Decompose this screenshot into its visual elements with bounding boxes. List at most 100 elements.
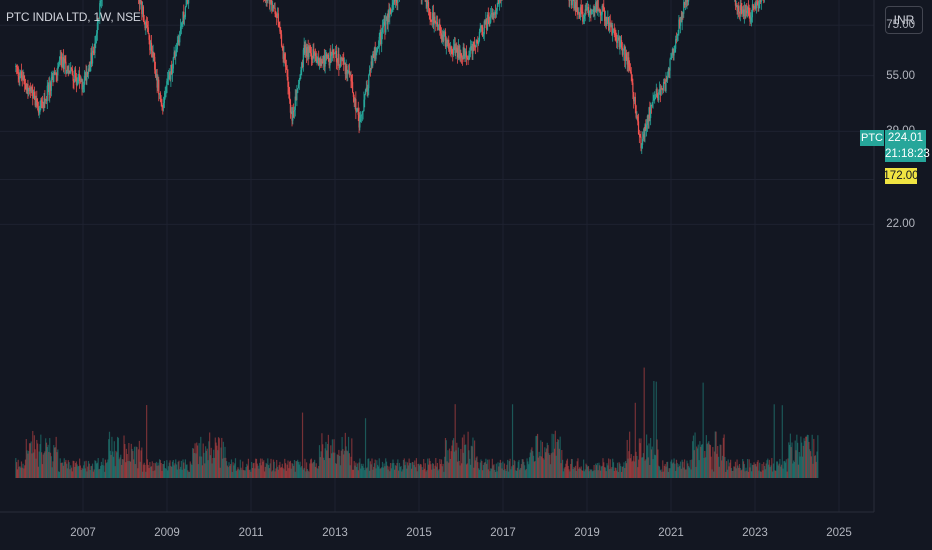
volume-bar	[262, 461, 264, 478]
volume-bar	[108, 431, 111, 478]
volume-bar	[190, 463, 192, 478]
candle-body	[150, 42, 152, 51]
candle-body	[301, 62, 303, 71]
candle-body	[469, 50, 471, 55]
candle-body	[139, 0, 141, 4]
volume-bar	[634, 402, 636, 478]
volume-bar	[661, 471, 663, 478]
candle-body	[381, 27, 384, 33]
volume-bar	[742, 461, 745, 478]
volume-bar	[643, 367, 645, 478]
volume-bar	[301, 465, 303, 478]
volume-bar	[585, 463, 587, 478]
volume-bar	[412, 462, 414, 478]
volume-bar	[109, 450, 111, 478]
volume-bar	[712, 447, 714, 478]
volume-bar	[755, 466, 758, 478]
volume-bar	[485, 458, 487, 478]
candle-body	[744, 9, 746, 12]
volume-bar	[633, 461, 636, 478]
volume-bar	[136, 447, 138, 478]
volume-bar	[40, 434, 42, 478]
volume-bar	[544, 447, 546, 478]
volume-bar	[770, 465, 772, 478]
candle-body	[743, 9, 745, 17]
volume-bar	[540, 440, 542, 478]
volume-bar	[487, 469, 489, 478]
volume-bar	[422, 470, 424, 478]
volume-bar	[124, 444, 126, 478]
volume-bar	[431, 463, 434, 478]
candle-body	[335, 50, 337, 53]
volume-bar	[250, 471, 252, 478]
volume-bar	[31, 453, 33, 478]
volume-bar	[605, 471, 607, 478]
volume-bar	[582, 470, 584, 478]
volume-bar	[573, 466, 575, 478]
candle-body	[684, 0, 686, 6]
volume-bar	[227, 467, 229, 478]
volume-bar	[591, 471, 594, 478]
volume-bar	[541, 456, 543, 478]
volume-bar	[779, 458, 781, 478]
volume-bar	[120, 454, 122, 478]
candle-body	[172, 57, 174, 69]
volume-bar	[419, 463, 422, 478]
volume-bar	[263, 471, 266, 478]
candle-body	[494, 11, 497, 14]
candle-body	[184, 16, 186, 18]
volume-bar	[508, 461, 510, 478]
candle-body	[749, 15, 751, 22]
candle-body	[83, 84, 85, 88]
candle-body	[633, 97, 636, 102]
candle-body	[355, 99, 357, 112]
candle-body	[360, 115, 362, 119]
candle-body	[70, 67, 73, 69]
volume-bar	[59, 458, 61, 478]
candle-body	[18, 76, 20, 80]
volume-bar	[592, 470, 594, 478]
candle-body	[436, 22, 439, 27]
candle-body	[671, 54, 673, 58]
candle-body	[688, 0, 690, 2]
volume-bar	[288, 468, 290, 478]
volume-bar	[394, 469, 396, 478]
volume-bar	[42, 454, 44, 478]
volume-bar	[534, 461, 536, 478]
volume-bar	[466, 463, 468, 478]
candle-body	[747, 7, 749, 10]
candle-body	[433, 16, 435, 25]
volume-bar	[373, 463, 376, 478]
volume-bar	[794, 440, 796, 478]
volume-bar	[646, 434, 648, 478]
candle-body	[276, 16, 278, 18]
candle-body	[347, 70, 350, 72]
volume-bar	[511, 466, 513, 478]
volume-bar	[91, 465, 93, 478]
currency-button[interactable]: INR	[885, 6, 923, 34]
volume-bar	[479, 462, 481, 478]
candle-body	[587, 7, 589, 8]
volume-bar	[526, 458, 528, 478]
candle-body	[58, 60, 61, 65]
volume-bar	[629, 458, 632, 478]
volume-bar	[598, 462, 600, 478]
volume-bar	[365, 468, 367, 478]
candle-body	[375, 51, 377, 59]
volume-bar	[218, 438, 220, 478]
volume-bar	[166, 460, 168, 478]
volume-bar	[497, 462, 499, 478]
time-axis-label: 2011	[238, 527, 264, 539]
candle-body	[755, 1, 758, 9]
volume-bar	[519, 469, 521, 478]
volume-bar	[162, 464, 164, 478]
volume-bar	[461, 437, 464, 478]
volume-bar	[381, 467, 383, 478]
candle-body	[366, 87, 368, 91]
candle-body	[662, 88, 664, 91]
volume-bar	[761, 463, 763, 478]
volume-bar	[642, 453, 644, 478]
candle-body	[461, 57, 464, 60]
volume-bar	[771, 458, 773, 478]
